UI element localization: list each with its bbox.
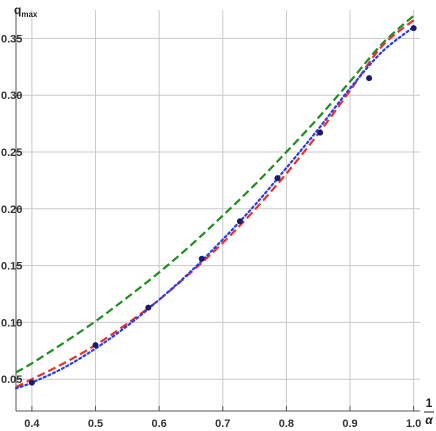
series-3-point-1 <box>92 342 99 349</box>
series-3-point-4 <box>236 218 243 225</box>
series-3-point-2 <box>145 304 152 311</box>
series-2-line <box>14 25 415 390</box>
x-tick-label-6: 1.0 <box>406 418 421 430</box>
x-tick-label-0: 0.4 <box>24 418 40 430</box>
axes <box>15 10 420 412</box>
x-axis-label-numerator: 1 <box>426 396 433 410</box>
y-tick-label-5: 0.30 <box>1 90 22 102</box>
series-3-point-7 <box>366 75 373 82</box>
tick-labels: 0.4 0.5 0.6 0.7 0.8 0.9 1.0 0.05 0.10 0.15 0.20 0.2… <box>1 33 421 430</box>
series-3-point-3 <box>198 255 205 262</box>
series-1-line <box>15 19 415 389</box>
y-tick-label-2: 0.15 <box>1 261 22 273</box>
series-3-point-6 <box>317 129 324 136</box>
x-tick-label-1: 0.5 <box>88 418 103 430</box>
y-axis-label-main: q <box>14 3 21 17</box>
series-3-point-8 <box>410 25 417 32</box>
y-axis-label-subscript: max <box>21 10 38 19</box>
x-tick-label-4: 0.8 <box>279 418 294 430</box>
x-tick-label-2: 0.6 <box>152 418 167 430</box>
grid <box>16 10 420 411</box>
y-tick-label-6: 0.35 <box>1 33 22 45</box>
series-3-point-0 <box>28 379 35 386</box>
y-tick-label-0: 0.05 <box>1 374 22 386</box>
x-tick-label-5: 0.9 <box>342 418 357 430</box>
x-tick-label-3: 0.7 <box>215 418 230 430</box>
series-0-line <box>15 14 415 374</box>
y-axis-label: qmax <box>14 3 38 19</box>
y-tick-label-3: 0.20 <box>1 204 22 216</box>
series-3-point-5 <box>274 175 281 182</box>
y-tick-label-4: 0.25 <box>1 147 22 159</box>
x-axis-label-denominator: α <box>425 413 433 427</box>
y-tick-label-1: 0.10 <box>1 317 22 329</box>
series-layer <box>14 14 417 390</box>
